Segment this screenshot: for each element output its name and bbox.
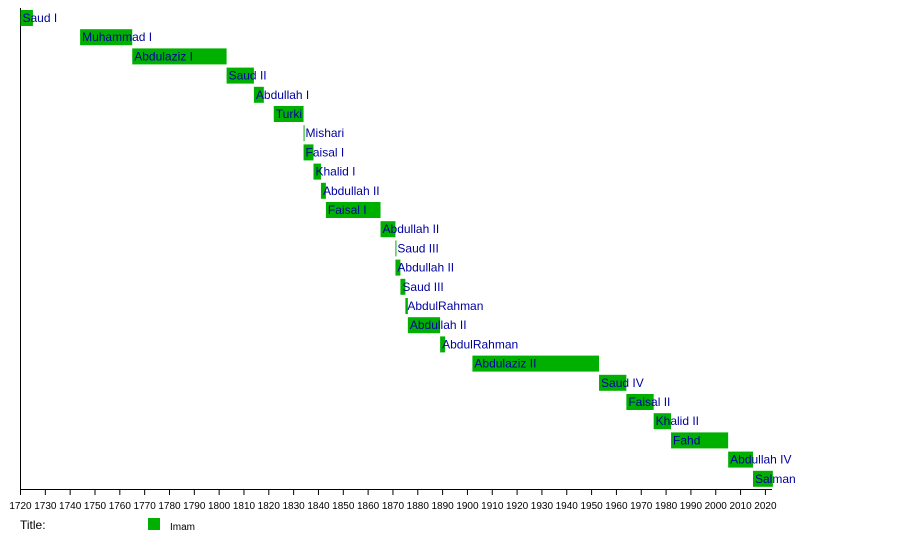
bar-label: Khalid II xyxy=(656,414,699,428)
x-tick-label: 1950 xyxy=(580,501,603,512)
bar xyxy=(320,182,326,199)
bar-label: Mishari xyxy=(306,126,345,140)
x-tick-label: 1960 xyxy=(605,501,628,512)
x-tick-label: 1730 xyxy=(34,501,57,512)
x-tick-label: 1850 xyxy=(332,501,355,512)
legend-label-imam: Imam xyxy=(170,522,195,533)
bar-label: Abdullah IV xyxy=(730,453,791,467)
bar-label: AbdulRahman xyxy=(407,299,483,313)
bar xyxy=(599,374,627,391)
bar xyxy=(472,355,600,372)
x-tick-label: 1910 xyxy=(481,501,504,512)
bar xyxy=(407,317,441,334)
x-tick-label: 1790 xyxy=(183,501,206,512)
x-tick-label: 1810 xyxy=(233,501,256,512)
bar-label: Abdulaziz II xyxy=(474,357,536,371)
x-tick-label: 2020 xyxy=(754,501,777,512)
bar xyxy=(752,470,773,487)
x-tick-label: 1870 xyxy=(382,501,405,512)
x-tick-label: 1740 xyxy=(59,501,82,512)
bar-label: Abdullah II xyxy=(410,318,467,332)
bar xyxy=(303,125,305,142)
bars-group: Saud I Muhammad I Abdulaziz I Saud II Abdull… xyxy=(20,10,796,487)
bar-label: Abdullah I xyxy=(256,88,309,102)
legend: Title: Imam xyxy=(20,518,195,533)
bar-label: Abdulaziz I xyxy=(134,49,193,63)
bar xyxy=(253,86,264,103)
x-tick-label: 1900 xyxy=(456,501,479,512)
x-tick-label: 1880 xyxy=(407,501,430,512)
bar-label: Faisal II xyxy=(628,395,670,409)
bar xyxy=(626,394,654,410)
bar-label: Abdullah II xyxy=(397,261,454,275)
x-tick-label: 1990 xyxy=(680,501,703,512)
x-tick-label: 2010 xyxy=(729,501,752,512)
bar xyxy=(440,336,446,353)
bar xyxy=(325,202,381,218)
bar-label: Abdullah II xyxy=(323,184,380,198)
bar xyxy=(273,106,304,122)
bar-label: Faisal I xyxy=(306,145,345,159)
x-tick-label: 2000 xyxy=(705,501,728,512)
bar-label: Saud I xyxy=(23,11,58,25)
bar xyxy=(405,298,408,314)
legend-title: Title: xyxy=(20,518,46,532)
bar xyxy=(380,221,396,238)
x-tick-label: 1980 xyxy=(655,501,678,512)
x-tick-label: 1780 xyxy=(158,501,181,512)
bar xyxy=(671,432,729,449)
x-tick-label: 1770 xyxy=(134,501,157,512)
x-tick-label: 1830 xyxy=(283,501,306,512)
x-tick-label: 1750 xyxy=(84,501,107,512)
bar-label: Saud IV xyxy=(601,376,644,390)
bar-label: Saud III xyxy=(402,280,443,294)
ticks-group: 1720 1730 1740 1750 1760 1770 1780 1790 1800 1810… xyxy=(9,489,777,512)
bar-label: Abdullah II xyxy=(383,222,440,236)
bar xyxy=(395,259,401,276)
bar-label: Muhammad I xyxy=(82,30,152,44)
x-tick-label: 1840 xyxy=(307,501,330,512)
bar xyxy=(395,240,397,257)
bar xyxy=(728,451,753,468)
bar xyxy=(226,67,254,84)
bar-label: Salman xyxy=(755,472,796,486)
x-tick-label: 1890 xyxy=(431,501,454,512)
legend-swatch-imam xyxy=(148,518,160,530)
x-tick-label: 1930 xyxy=(531,501,554,512)
x-tick-label: 1720 xyxy=(9,501,32,512)
x-tick-label: 1820 xyxy=(258,501,281,512)
bar xyxy=(400,278,406,295)
bar-label: AbdulRahman xyxy=(442,337,518,351)
bar-label: Saud II xyxy=(229,69,267,83)
bar-label: Fahd xyxy=(673,433,700,447)
bar-label: Faisal I xyxy=(328,203,367,217)
bar-label: Turki xyxy=(276,107,302,121)
bar xyxy=(303,144,314,161)
x-tick-label: 1760 xyxy=(109,501,132,512)
bar-label: Saud III xyxy=(397,241,438,255)
x-tick-label: 1860 xyxy=(357,501,380,512)
x-tick-label: 1920 xyxy=(506,501,529,512)
bar xyxy=(132,48,227,65)
x-tick-label: 1970 xyxy=(630,501,653,512)
bar xyxy=(80,29,133,46)
bar-label: Khalid I xyxy=(315,165,355,179)
x-tick-label: 1940 xyxy=(556,501,579,512)
bar xyxy=(20,10,33,26)
bar xyxy=(313,163,321,180)
bar xyxy=(653,413,672,430)
x-tick-label: 1800 xyxy=(208,501,231,512)
